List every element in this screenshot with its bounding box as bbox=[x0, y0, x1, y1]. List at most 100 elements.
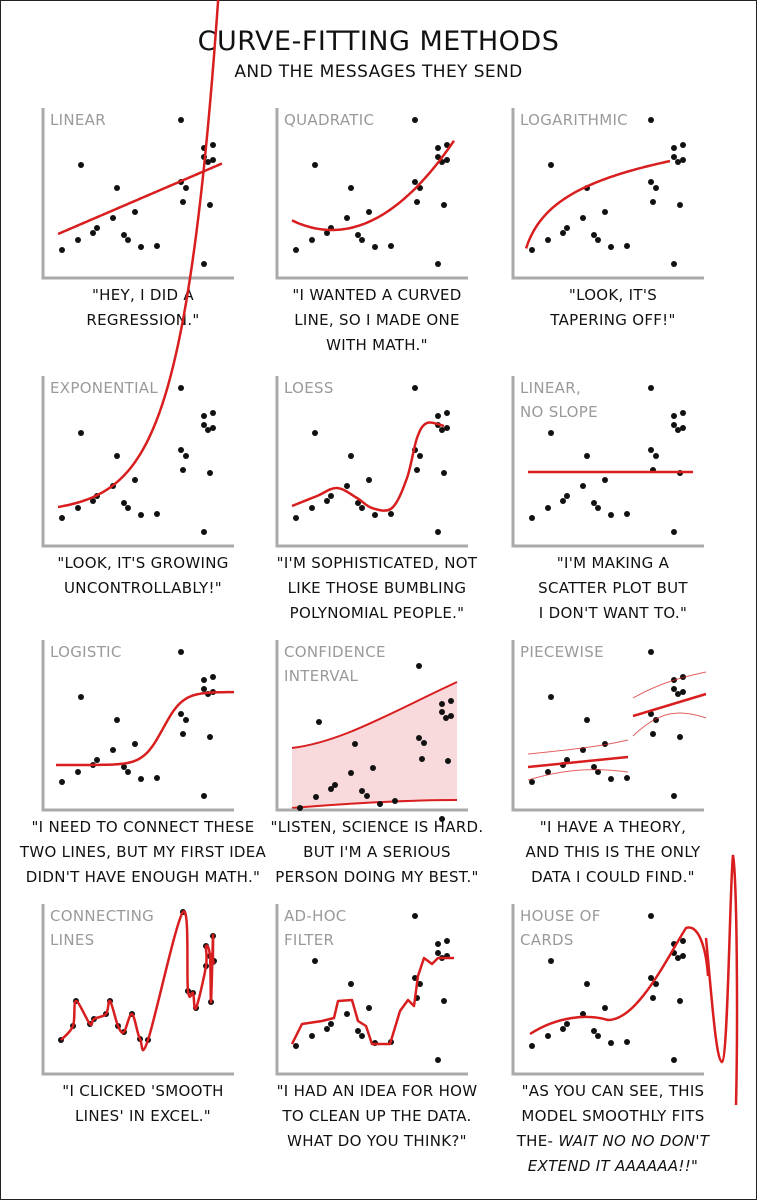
axes bbox=[41, 640, 234, 812]
data-point bbox=[445, 758, 451, 764]
data-point bbox=[602, 1005, 608, 1011]
data-point bbox=[564, 493, 570, 499]
data-point bbox=[205, 427, 211, 433]
comic-subtitle: AND THE MESSAGES THEY SEND bbox=[234, 62, 523, 82]
panel-plot bbox=[41, 0, 234, 548]
data-point bbox=[545, 1033, 551, 1039]
panel-caption: "I'M SOPHISTICATED, NOT LIKE THOSE BUMBLI… bbox=[242, 551, 512, 626]
data-point bbox=[293, 515, 299, 521]
data-point bbox=[359, 788, 365, 794]
panel-caption: "I WANTED A CURVED LINE, SO I MADE ONE WIT… bbox=[242, 283, 512, 358]
data-point bbox=[624, 1039, 630, 1045]
confidence-band bbox=[292, 682, 457, 808]
data-point bbox=[548, 958, 554, 964]
fit-curve bbox=[57, 162, 223, 236]
caption-line: BUT I'M A SERIOUS bbox=[303, 843, 451, 861]
panel-caption: "LOOK, IT'S GROWING UNCONTROLLABLY!" bbox=[8, 551, 278, 601]
data-point bbox=[201, 413, 207, 419]
panel-plot bbox=[275, 108, 468, 280]
data-point bbox=[355, 1028, 361, 1034]
data-point bbox=[183, 453, 189, 459]
axes bbox=[275, 640, 468, 812]
axes bbox=[275, 904, 468, 1076]
panel-caption: "I HAD AN IDEA FOR HOW TO CLEAN UP THE DA… bbox=[242, 1079, 512, 1154]
data-point bbox=[324, 1026, 330, 1032]
caption-line: "I NEED TO CONNECT THESE bbox=[31, 818, 255, 836]
data-point bbox=[529, 515, 535, 521]
data-point bbox=[207, 202, 213, 208]
data-point bbox=[675, 955, 681, 961]
data-point bbox=[648, 117, 654, 123]
panel-label-line: LOGARITHMIC bbox=[520, 111, 628, 129]
data-point bbox=[201, 529, 207, 535]
axes bbox=[41, 904, 234, 1076]
data-point bbox=[560, 230, 566, 236]
caption-line: TWO LINES, BUT MY FIRST IDEA bbox=[19, 843, 267, 861]
data-point bbox=[677, 202, 683, 208]
data-point bbox=[595, 1033, 601, 1039]
data-point bbox=[309, 237, 315, 243]
data-point bbox=[441, 202, 447, 208]
data-point bbox=[564, 757, 570, 763]
caption-line: "HEY, I DID A bbox=[91, 286, 194, 304]
data-point bbox=[207, 734, 213, 740]
data-point bbox=[180, 731, 186, 737]
panel-label: LINEAR, NO SLOPE bbox=[520, 376, 598, 424]
data-point bbox=[366, 477, 372, 483]
data-point bbox=[435, 413, 441, 419]
data-point bbox=[624, 243, 630, 249]
data-point bbox=[348, 981, 354, 987]
panel-caption: "AS YOU CAN SEE, THIS MODEL SMOOTHLY FITS… bbox=[478, 1079, 748, 1179]
caption-line: "I HAVE A THEORY, bbox=[539, 818, 687, 836]
data-point bbox=[348, 770, 354, 776]
panel-label: CONNECTING LINES bbox=[50, 904, 154, 952]
data-point bbox=[366, 1005, 372, 1011]
caption-line: DIDN'T HAVE ENOUGH MATH." bbox=[25, 868, 261, 886]
data-point bbox=[90, 230, 96, 236]
data-point bbox=[372, 244, 378, 250]
data-point bbox=[444, 410, 450, 416]
panel-label-line: LINEAR, bbox=[520, 379, 582, 397]
panel-plot bbox=[275, 904, 468, 1076]
data-point bbox=[180, 467, 186, 473]
panel-label: EXPONENTIAL bbox=[50, 376, 158, 400]
data-point bbox=[564, 1021, 570, 1027]
data-point bbox=[132, 741, 138, 747]
panel-11: AD-HOC FILTER "I HAD AN IDEA FOR HOW TO CLE… bbox=[272, 896, 482, 1150]
data-point bbox=[441, 470, 447, 476]
data-point bbox=[435, 529, 441, 535]
data-point bbox=[529, 779, 535, 785]
data-point bbox=[624, 511, 630, 517]
panel-label-line: EXPONENTIAL bbox=[50, 379, 159, 397]
data-point bbox=[414, 199, 420, 205]
data-point bbox=[114, 185, 120, 191]
data-point bbox=[210, 142, 216, 148]
panel-caption: "I HAVE A THEORY, AND THIS IS THE ONLY DAT… bbox=[478, 815, 748, 890]
data-point bbox=[608, 1040, 614, 1046]
data-point bbox=[435, 1057, 441, 1063]
data-point bbox=[580, 1011, 586, 1017]
data-point bbox=[671, 1057, 677, 1063]
data-point bbox=[680, 674, 686, 680]
data-point bbox=[352, 741, 358, 747]
data-point bbox=[178, 649, 184, 655]
fit-segment-left bbox=[527, 755, 629, 769]
data-point bbox=[78, 694, 84, 700]
panel-label: LOGARITHMIC bbox=[520, 108, 628, 132]
data-point bbox=[412, 117, 418, 123]
fit-curve bbox=[56, 690, 234, 767]
caption-line: LINE, SO I MADE ONE bbox=[294, 311, 460, 329]
data-point bbox=[545, 237, 551, 243]
panel-plot bbox=[275, 376, 468, 548]
caption-line: "LOOK, IT'S bbox=[568, 286, 658, 304]
panel-label-line: CONFIDENCE bbox=[284, 643, 386, 661]
data-point bbox=[355, 232, 361, 238]
panel-plot bbox=[41, 108, 234, 280]
panel-4: EXPONENTIAL "LOOK, IT'S GROWING UNCONTROLL… bbox=[38, 0, 248, 597]
data-point bbox=[344, 1011, 350, 1017]
data-point bbox=[316, 719, 322, 725]
panel-2: QUADRATIC "I WANTED A CURVED LINE, SO I MA… bbox=[272, 100, 482, 354]
axes bbox=[511, 640, 704, 812]
data-point bbox=[114, 453, 120, 459]
data-point bbox=[444, 425, 450, 431]
